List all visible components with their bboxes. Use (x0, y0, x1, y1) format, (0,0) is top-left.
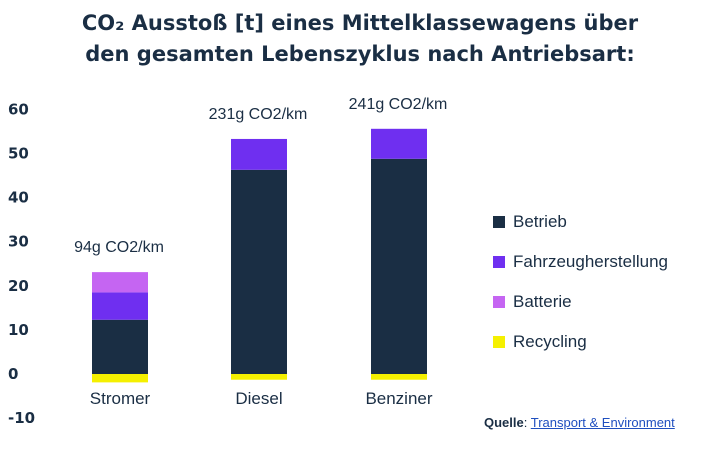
y-tick-label: 30 (8, 233, 29, 251)
bar-annotation: 241g CO2/km (349, 96, 448, 113)
legend-label-betrieb: Betrieb (513, 212, 567, 231)
x-category-label: Stromer (90, 389, 151, 408)
bar-segment-stromer-recycling (92, 374, 148, 383)
bar-segment-diesel-fahrzeugherstellung (231, 138, 287, 170)
legend-item-betrieb: Betrieb (493, 212, 668, 232)
chart-legend: Betrieb Fahrzeugherstellung Batterie Rec… (493, 212, 668, 372)
legend-swatch-betrieb (493, 216, 505, 228)
bar-annotation: 94g CO2/km (74, 239, 164, 256)
bar-segment-benziner-recycling (371, 374, 427, 380)
legend-label-fahrzeugherstellung: Fahrzeugherstellung (513, 252, 668, 271)
bar-segment-stromer-batterie (92, 272, 148, 293)
legend-item-recycling: Recycling (493, 332, 668, 352)
y-tick-label: 60 (8, 100, 29, 118)
bar-segment-stromer-betrieb (92, 319, 148, 374)
source-label: Quelle (484, 415, 524, 430)
legend-label-recycling: Recycling (513, 332, 587, 351)
bar-annotation: 231g CO2/km (209, 106, 308, 123)
bar-segment-stromer-fahrzeugherstellung (92, 292, 148, 320)
legend-item-fahrzeugherstellung: Fahrzeugherstellung (493, 252, 668, 272)
source-link[interactable]: Transport & Environment (530, 415, 675, 430)
source-note: Quelle: Transport & Environment (484, 415, 675, 430)
chart-title-line-1: CO₂ Ausstoß [t] eines Mittelklassewagens… (81, 11, 639, 35)
legend-label-batterie: Batterie (513, 292, 572, 311)
bar-segment-diesel-recycling (231, 374, 287, 380)
bar-segment-diesel-betrieb (231, 169, 287, 374)
x-category-label: Benziner (365, 389, 432, 408)
legend-swatch-recycling (493, 336, 505, 348)
legend-swatch-fahrzeugherstellung (493, 256, 505, 268)
y-tick-label: 50 (8, 145, 29, 163)
y-tick-label: -10 (8, 409, 35, 427)
x-category-label: Diesel (235, 389, 282, 408)
bar-segment-benziner-fahrzeugherstellung (371, 128, 427, 159)
chart-title-line-2: den gesamten Lebenszyklus nach Antriebsa… (85, 42, 635, 66)
y-tick-label: 40 (8, 189, 29, 207)
legend-swatch-batterie (493, 296, 505, 308)
bar-segment-benziner-betrieb (371, 158, 427, 374)
legend-item-batterie: Batterie (493, 292, 668, 312)
y-tick-label: 0 (8, 365, 18, 383)
chart-title: CO₂ Ausstoß [t] eines Mittelklassewagens… (0, 8, 720, 70)
y-tick-label: 10 (8, 321, 29, 339)
y-tick-label: 20 (8, 277, 29, 295)
